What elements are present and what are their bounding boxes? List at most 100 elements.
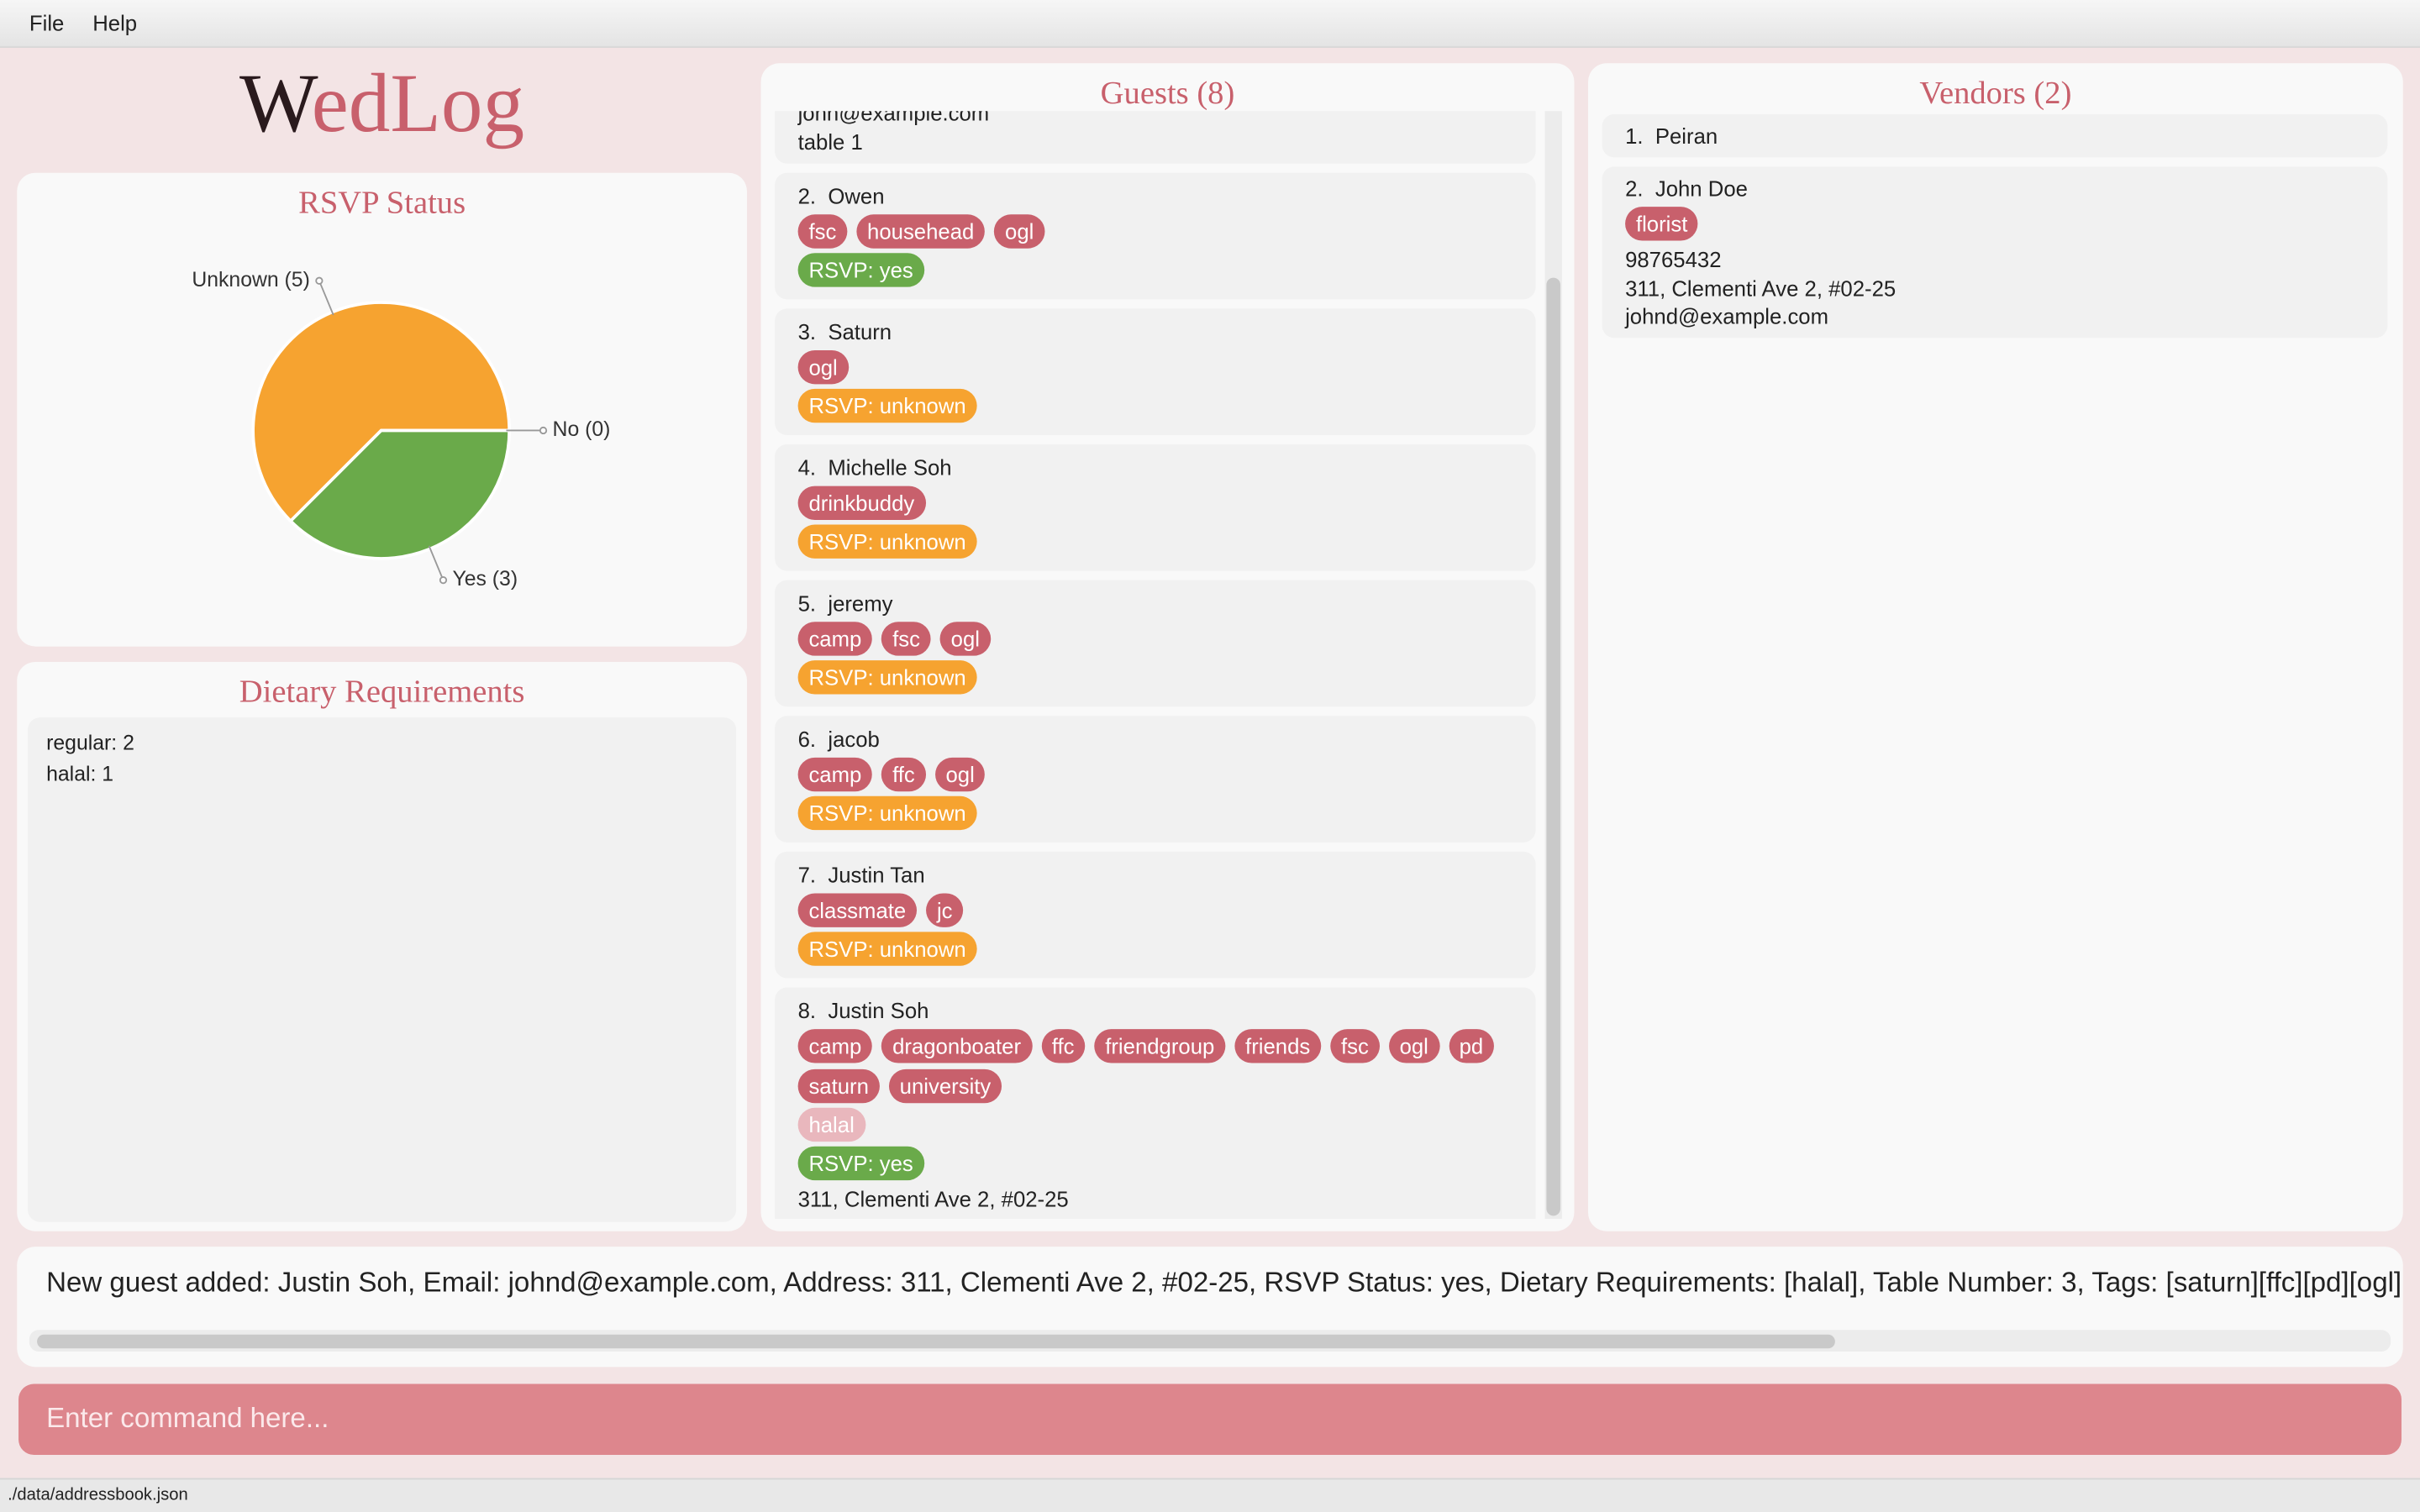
card-number: 5. (797, 591, 817, 616)
detail-line: table 1 (797, 129, 863, 154)
tag-row: drinkbuddy (797, 486, 1512, 520)
card-header: 2. Owen (798, 181, 1512, 212)
card[interactable]: 2. Owen fsc househead ogl RSVP: yes (775, 172, 1536, 300)
card-header: 4. Michelle Soh (798, 452, 1512, 483)
logo: WedLog (239, 56, 525, 150)
card-name: Owen (828, 183, 885, 208)
tag: ogl (797, 349, 849, 385)
vendor-list[interactable]: 1. Peiran 2. John Doe florist 98765432 311, … (1602, 113, 2388, 1194)
card-header: 1. Peiran (1625, 120, 2365, 151)
rsvp-row: RSVP: unknown (797, 932, 1512, 966)
rsvp-tag: RSVP: unknown (797, 524, 977, 559)
card[interactable]: 7. Justin Tan classmate jc RSVP: unknown (775, 851, 1536, 979)
tag: classmate (797, 893, 918, 927)
card[interactable]: 1. Peiran (1602, 113, 2388, 158)
card-name: Justin Tan (828, 862, 925, 888)
scroll-thumb[interactable] (37, 1334, 1835, 1349)
tag: fsc (881, 622, 931, 656)
card[interactable]: 3. Saturn ogl RSVP: unknown (775, 308, 1536, 435)
menu-file[interactable]: File (29, 10, 65, 36)
scrollbar[interactable] (1544, 111, 1562, 1220)
card-name: Michelle Soh (828, 454, 952, 480)
tag: fsc (797, 214, 848, 249)
rsvp-tag: RSVP: unknown (797, 388, 977, 423)
tag: camp (797, 757, 873, 792)
guests-panel: Guests (8) john@example.com table 1 2. Owe… (760, 63, 1575, 1231)
card-number: 7. (797, 862, 817, 888)
leader-line (428, 545, 445, 580)
dietary-line: regular: 2 (46, 731, 134, 755)
tag-row: fsc househead ogl (797, 214, 1512, 249)
card-header: 6. jacob (798, 723, 1512, 754)
guest-list[interactable]: john@example.com table 1 2. Owen fsc househe… (775, 111, 1536, 1220)
scroll-thumb[interactable] (1546, 277, 1560, 1216)
h-scrollbar[interactable] (29, 1330, 2391, 1352)
tag: ogl (939, 622, 991, 656)
detail-line: 98765432 (1625, 246, 1722, 272)
card-header: 5. jeremy (798, 588, 1512, 619)
detail-line: john@example.com (797, 111, 990, 125)
tag: university (888, 1068, 1002, 1104)
tag: ffc (881, 757, 926, 792)
result-box: New guest added: Justin Soh, Email: john… (17, 1247, 2403, 1368)
panel-title: Dietary Requirements (239, 672, 525, 710)
rsvp-tag: RSVP: yes (797, 1146, 924, 1181)
menu-help[interactable]: Help (92, 10, 138, 36)
tag: ogl (994, 214, 1045, 249)
card-number: 8. (797, 998, 817, 1023)
tag: friendgroup (1094, 1029, 1226, 1063)
card[interactable]: 5. jeremy camp fsc ogl RSVP: unknown (775, 580, 1536, 707)
status-bar: ./data/addressbook.json (0, 1478, 2420, 1512)
tag: camp (797, 622, 873, 656)
card[interactable]: john@example.com table 1 (775, 111, 1536, 164)
rsvp-tag: RSVP: unknown (797, 795, 977, 831)
panel-title: RSVP Status (298, 183, 466, 221)
tag: ffc (1040, 1029, 1086, 1063)
rsvp-tag: RSVP: unknown (797, 932, 977, 966)
slice-label: No (0) (553, 418, 611, 441)
card-header: 3. Saturn (798, 317, 1512, 348)
card-number: 2. (1625, 176, 1644, 201)
tag: florist (1625, 207, 1699, 241)
command-placeholder: Enter command here... (46, 1402, 329, 1434)
card-name: Justin Soh (828, 998, 929, 1023)
menu-bar: File Help (0, 0, 2420, 48)
card-header: 8. Justin Soh (798, 995, 1512, 1026)
rsvp-row: RSVP: yes (797, 1146, 1512, 1181)
rsvp-row: RSVP: unknown (797, 388, 1512, 423)
tag-row: camp fsc ogl (797, 622, 1512, 656)
card-number: 2. (797, 183, 817, 208)
card-number: 1. (1625, 123, 1644, 149)
slice-label: Yes (3) (452, 568, 518, 591)
rsvp-panel: RSVP Status Unknown (5) Yes (3) No (0) (17, 172, 747, 647)
detail-line: 311, Clementi Ave 2, #02-25 (797, 1186, 1069, 1211)
card[interactable]: 4. Michelle Soh drinkbuddy RSVP: unknown (775, 444, 1536, 571)
card-name: Peiran (1655, 123, 1718, 149)
status-text: ./data/addressbook.json (8, 1485, 188, 1504)
card-name: jacob (828, 727, 880, 752)
card[interactable]: 2. John Doe florist 98765432 311, Clementi … (1602, 166, 2388, 338)
tag: camp (797, 1029, 873, 1063)
tag-row: classmate jc (797, 893, 1512, 927)
card-header: 7. Justin Tan (798, 859, 1512, 890)
command-box[interactable]: Enter command here... (18, 1383, 2402, 1456)
tag-row: camp ffc ogl (797, 757, 1512, 792)
panel-title: Guests (8) (1100, 74, 1235, 112)
card-number: 6. (797, 727, 817, 752)
tag: saturn (797, 1068, 880, 1104)
dietary-line: halal: 1 (46, 762, 114, 785)
rsvp-tag: RSVP: unknown (797, 660, 977, 695)
vendors-panel: Vendors (2) 1. Peiran 2. John Doe florist 9… (1588, 63, 2403, 1231)
card-name: jeremy (828, 591, 893, 616)
leader-dot (439, 576, 448, 585)
card[interactable]: 8. Justin Soh camp dragonboater ffc friendgr… (775, 987, 1536, 1220)
detail-line: 311, Clementi Ave 2, #02-25 (1625, 275, 1897, 301)
detail-line: johnd@example.com (798, 1214, 1512, 1219)
card-name: John Doe (1655, 176, 1748, 201)
tag-row: ogl (797, 349, 1512, 385)
card[interactable]: 6. jacob camp ffc ogl RSVP: unknown (775, 716, 1536, 843)
diet-row: halal (797, 1107, 1512, 1142)
detail-line: johnd@example.com (1625, 303, 1829, 329)
tag: drinkbuddy (797, 486, 926, 520)
